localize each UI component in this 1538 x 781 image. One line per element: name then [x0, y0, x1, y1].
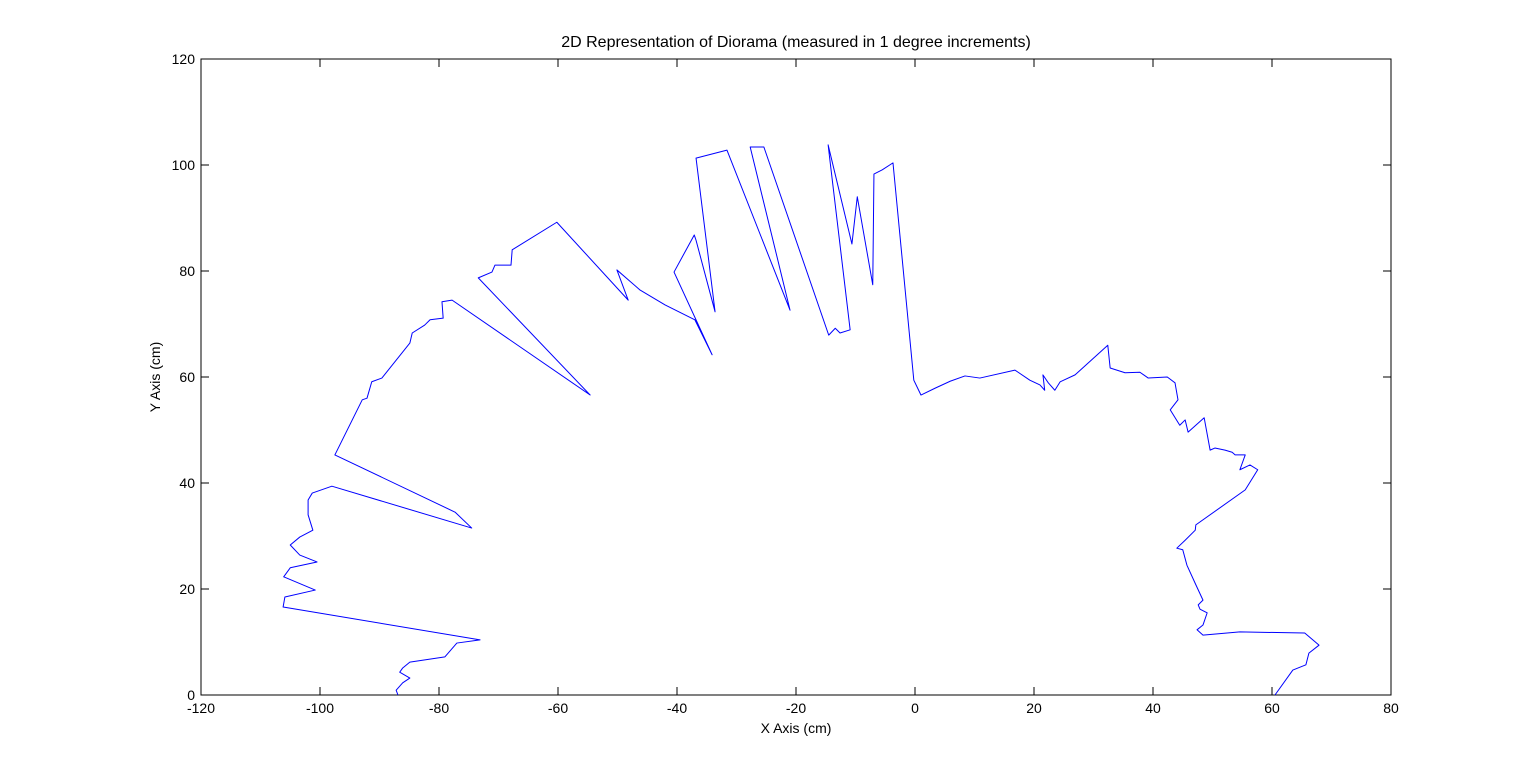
x-tick-label: -80 [429, 700, 449, 716]
plot-area [200, 58, 1392, 696]
x-tick-label: -20 [786, 700, 806, 716]
x-tick-label: 0 [911, 700, 919, 716]
y-tick-label: 100 [172, 157, 196, 173]
y-tick-label: 40 [179, 475, 195, 491]
y-tick-label: 20 [179, 581, 195, 597]
x-tick-label: -120 [187, 700, 215, 716]
x-tick-label: -60 [548, 700, 568, 716]
x-tick-label: -40 [667, 700, 687, 716]
y-tick-label: 60 [179, 369, 195, 385]
y-axis-label: Y Axis (cm) [147, 342, 163, 413]
x-tick-label: -100 [306, 700, 334, 716]
y-tick-label: 120 [172, 51, 196, 67]
x-tick-label: 40 [1145, 700, 1161, 716]
x-tick-label: 80 [1383, 700, 1399, 716]
y-tick-label: 0 [187, 687, 195, 703]
x-tick-label: 20 [1026, 700, 1042, 716]
chart-title: 2D Representation of Diorama (measured i… [561, 34, 1031, 51]
data-line [282, 144, 1320, 696]
x-axis-label: X Axis (cm) [761, 720, 832, 736]
x-tick-label: 60 [1264, 700, 1280, 716]
y-tick-label: 80 [179, 263, 195, 279]
